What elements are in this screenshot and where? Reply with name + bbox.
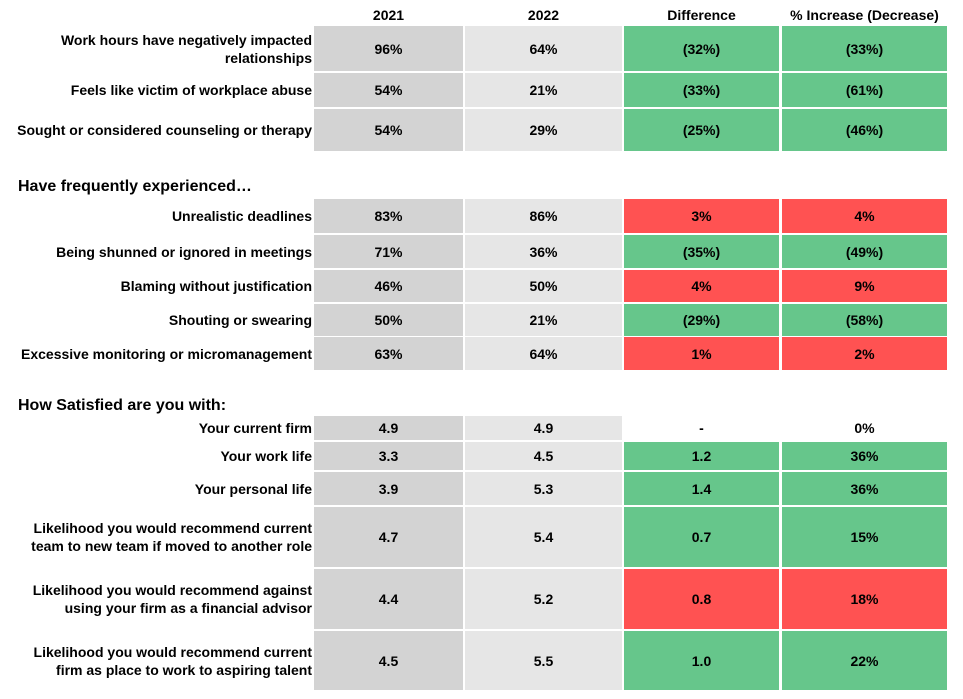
row-label: Your current firm bbox=[198, 420, 312, 436]
row-label: Work hours have negatively impacted rela… bbox=[60, 31, 312, 66]
row-label: Sought or considered counseling or thera… bbox=[17, 122, 312, 138]
data-cell: 4% bbox=[624, 270, 779, 302]
data-cell: 29% bbox=[465, 109, 622, 151]
row-label: Feels like victim of workplace abuse bbox=[70, 82, 312, 98]
data-cell: 5.4 bbox=[465, 507, 622, 567]
data-cell: (25%) bbox=[624, 109, 779, 151]
row-label: Excessive monitoring or micromanagement bbox=[21, 345, 312, 362]
data-cell: 4.5 bbox=[314, 631, 463, 690]
data-cell: 1.4 bbox=[624, 472, 779, 505]
data-cell: (35%) bbox=[624, 235, 779, 268]
data-cell: 1.0 bbox=[624, 631, 779, 690]
row-label: Blaming without justification bbox=[120, 278, 312, 294]
data-cell: 86% bbox=[465, 199, 622, 233]
row-label: Shouting or swearing bbox=[168, 312, 312, 328]
data-cell: (33%) bbox=[782, 26, 947, 71]
data-cell: 71% bbox=[314, 235, 463, 268]
data-cell: 5.3 bbox=[465, 472, 622, 505]
section-title: Have frequently experienced… bbox=[18, 178, 252, 195]
data-cell: 50% bbox=[314, 304, 463, 336]
data-cell: 4.7 bbox=[314, 507, 463, 567]
data-cell: (29%) bbox=[624, 304, 779, 336]
data-cell: 4.9 bbox=[465, 416, 622, 440]
column-header: % Increase (Decrease) bbox=[790, 7, 939, 23]
data-cell: 63% bbox=[314, 337, 463, 370]
data-cell: 9% bbox=[782, 270, 947, 302]
data-cell: 22% bbox=[782, 631, 947, 690]
data-cell: 3.3 bbox=[314, 442, 463, 470]
data-cell: 46% bbox=[314, 270, 463, 302]
data-cell: - bbox=[624, 416, 779, 440]
data-cell: 21% bbox=[465, 304, 622, 336]
data-cell: 64% bbox=[465, 337, 622, 370]
data-cell: 0.8 bbox=[624, 569, 779, 629]
data-cell: 36% bbox=[465, 235, 622, 268]
row-label: Likelihood you would recommend against u… bbox=[32, 582, 312, 616]
data-cell: 83% bbox=[314, 199, 463, 233]
data-cell: 64% bbox=[465, 26, 622, 71]
data-cell: (49%) bbox=[782, 235, 947, 268]
data-cell: (46%) bbox=[782, 109, 947, 151]
row-label: Being shunned or ignored in meetings bbox=[56, 243, 312, 260]
row-label: Likelihood you would recommend current t… bbox=[31, 520, 312, 554]
data-cell: 36% bbox=[782, 472, 947, 505]
data-cell: 3.9 bbox=[314, 472, 463, 505]
data-cell: 1% bbox=[624, 337, 779, 370]
row-label: Unrealistic deadlines bbox=[171, 208, 312, 224]
row-label: Your work life bbox=[220, 448, 312, 464]
data-cell: 4.9 bbox=[314, 416, 463, 440]
data-cell: 36% bbox=[782, 442, 947, 470]
data-cell: 4.4 bbox=[314, 569, 463, 629]
data-cell: 2% bbox=[782, 337, 947, 370]
data-cell: 18% bbox=[782, 569, 947, 629]
row-label: Your personal life bbox=[194, 480, 312, 497]
data-cell: 5.5 bbox=[465, 631, 622, 690]
data-cell: (33%) bbox=[624, 73, 779, 107]
data-cell: (32%) bbox=[624, 26, 779, 71]
data-cell: 54% bbox=[314, 109, 463, 151]
data-cell: 15% bbox=[782, 507, 947, 567]
column-header: Difference bbox=[667, 7, 736, 23]
column-header: 2021 bbox=[372, 7, 405, 23]
data-cell: 5.2 bbox=[465, 569, 622, 629]
data-cell: 1.2 bbox=[624, 442, 779, 470]
data-cell: 0.7 bbox=[624, 507, 779, 567]
row-label: Likelihood you would recommend current f… bbox=[33, 643, 312, 678]
data-cell: 0% bbox=[782, 416, 947, 440]
data-cell: 4.5 bbox=[465, 442, 622, 470]
data-cell: 96% bbox=[314, 26, 463, 71]
data-cell: 21% bbox=[465, 73, 622, 107]
column-header: 2022 bbox=[527, 7, 560, 23]
data-cell: 4% bbox=[782, 199, 947, 233]
data-cell: (61%) bbox=[782, 73, 947, 107]
data-cell: 50% bbox=[465, 270, 622, 302]
section-title: How Satisfied are you with: bbox=[18, 397, 227, 414]
data-cell: 3% bbox=[624, 199, 779, 233]
data-cell: 54% bbox=[314, 73, 463, 107]
data-cell: (58%) bbox=[782, 304, 947, 336]
